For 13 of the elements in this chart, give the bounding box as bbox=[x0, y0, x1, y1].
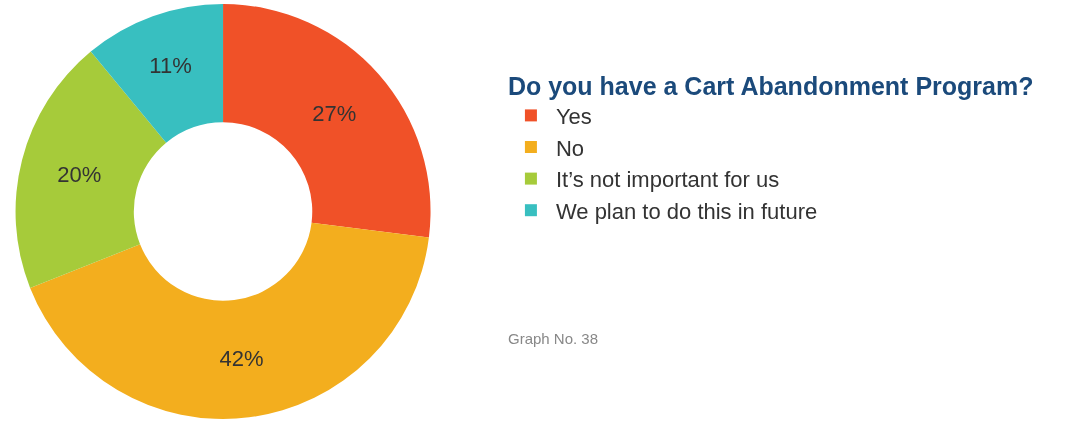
donut-slice bbox=[90, 4, 224, 143]
legend-label: Yes bbox=[555, 103, 592, 129]
data-label: 27% bbox=[312, 100, 357, 126]
text: Graph No. 38 bbox=[508, 330, 599, 347]
data-label: 42% bbox=[219, 346, 264, 372]
data-label: 11% bbox=[149, 53, 192, 79]
legend-label: No bbox=[555, 135, 585, 161]
legend-title: Do you have a Cart Abandonment Program? bbox=[507, 71, 1034, 100]
donut-slice bbox=[223, 4, 431, 238]
legend-label: It’s not important for us bbox=[555, 167, 780, 193]
donut-slice bbox=[30, 222, 429, 419]
legend-label: We plan to do this in future bbox=[555, 198, 818, 224]
data-label: 20% bbox=[57, 162, 102, 188]
